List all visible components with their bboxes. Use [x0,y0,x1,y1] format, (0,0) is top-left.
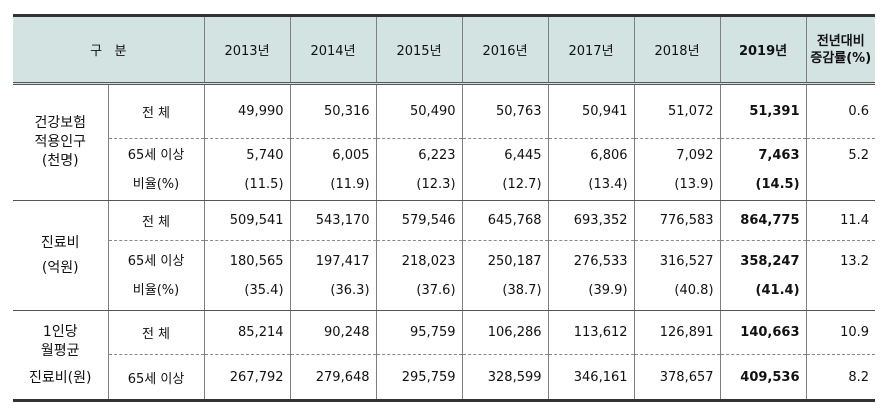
header-category: 구 분 [13,14,205,85]
cost-total-2017: 693,352 [547,200,635,241]
header-change-rate: 전년대비 증감률(%) [805,14,876,85]
cost-senior-2015: 218,023 (37.6) [375,240,463,311]
monthly-senior-2016: 328,599 [461,354,549,402]
insured-senior-2017: 6,806 (13.4) [547,138,635,201]
cost-total-2015: 579,546 [375,200,463,241]
cost-senior-2016: 250,187 (38.7) [461,240,549,311]
cost-total-label: 전 체 [107,200,205,241]
cost-total-2014: 543,170 [289,200,377,241]
monthly-label: 1인당 월평균 진료비(원) [13,310,108,402]
insured-total-2015: 50,490 [375,83,463,139]
monthly-total-2014: 90,248 [289,310,377,355]
header-year-2013: 2013년 [203,14,291,85]
cost-senior-label: 65세 이상 비율(%) [107,240,205,311]
header-row: 구 분 2013년 2014년 2015년 2016년 2017년 2018년 … [13,14,876,85]
cost-senior-row: 65세 이상 비율(%) 180,565 (35.4) 197,417 (36.3)… [13,240,876,311]
insured-total-label: 전 체 [107,83,205,139]
monthly-senior-2018: 378,657 [633,354,721,402]
monthly-senior-label: 65세 이상 [107,354,205,402]
cost-senior-2017: 276,533 (39.9) [547,240,635,311]
insured-total-change: 0.6 [805,83,876,139]
header-year-2018: 2018년 [633,14,721,85]
header-change-line2: 증감률(%) [810,50,872,66]
insured-senior-change: 5.2 [805,138,876,201]
monthly-senior-2013: 267,792 [203,354,291,402]
monthly-senior-change: 8.2 [805,354,876,402]
insured-total-2016: 50,763 [461,83,549,139]
monthly-total-2019: 140,663 [719,310,807,355]
cost-total-2019: 864,775 [719,200,807,241]
cost-senior-2019: 358,247 (41.4) [719,240,807,311]
monthly-senior-2019: 409,536 [719,354,807,402]
header-year-2015: 2015년 [375,14,463,85]
insured-total-2014: 50,316 [289,83,377,139]
insured-total-row: 건강보험 적용인구 (천명) 전 체 49,990 50,316 50,490 … [13,83,876,201]
monthly-senior-2015: 295,759 [375,354,463,402]
insured-total-2018: 51,072 [633,83,721,139]
monthly-total-change: 10.9 [805,310,876,355]
stats-table: 구 분 2013년 2014년 2015년 2016년 2017년 2018년 … [13,14,876,402]
insured-label: 건강보험 적용인구 (천명) [13,83,108,201]
insured-senior-2019: 7,463 (14.5) [719,138,807,201]
insured-senior-2018: 7,092 (13.9) [633,138,721,201]
cost-total-2016: 645,768 [461,200,549,241]
insured-senior-label: 65세 이상 비율(%) [107,138,205,201]
insured-senior-2015: 6,223 (12.3) [375,138,463,201]
header-change-line1: 전년대비 [816,33,865,49]
monthly-senior-2014: 279,648 [289,354,377,402]
cost-total-2018: 776,583 [633,200,721,241]
monthly-total-2015: 95,759 [375,310,463,355]
cost-senior-2014: 197,417 (36.3) [289,240,377,311]
monthly-senior-2017: 346,161 [547,354,635,402]
cost-senior-change: 13.2 [805,240,876,311]
header-year-2016: 2016년 [461,14,549,85]
monthly-total-2017: 113,612 [547,310,635,355]
monthly-total-row: 1인당 월평균 진료비(원) 전 체 85,214 90,248 95,759 … [13,310,876,402]
header-year-2014: 2014년 [289,14,377,85]
header-year-2017: 2017년 [547,14,635,85]
insured-total-2017: 50,941 [547,83,635,139]
cost-senior-2018: 316,527 (40.8) [633,240,721,311]
cost-total-2013: 509,541 [203,200,291,241]
insured-senior-2013: 5,740 (11.5) [203,138,291,201]
insured-total-2013: 49,990 [203,83,291,139]
insured-senior-2016: 6,445 (12.7) [461,138,549,201]
monthly-total-2016: 106,286 [461,310,549,355]
cost-senior-2013: 180,565 (35.4) [203,240,291,311]
insured-total-2019: 51,391 [719,83,807,139]
insured-senior-row: 65세 이상 비율(%) 5,740 (11.5) 6,005 (11.9) 6,2… [13,138,876,201]
monthly-senior-row: 65세 이상 267,792 279,648 295,759 328,599 3… [13,354,876,402]
cost-total-row: 진료비 (억원) 전 체 509,541 543,170 579,546 645… [13,200,876,311]
insured-senior-2014: 6,005 (11.9) [289,138,377,201]
cost-label: 진료비 (억원) [13,200,108,311]
header-year-2019: 2019년 [719,14,807,85]
monthly-total-2018: 126,891 [633,310,721,355]
monthly-total-2013: 85,214 [203,310,291,355]
monthly-total-label: 전 체 [107,310,205,355]
cost-total-change: 11.4 [805,200,876,241]
